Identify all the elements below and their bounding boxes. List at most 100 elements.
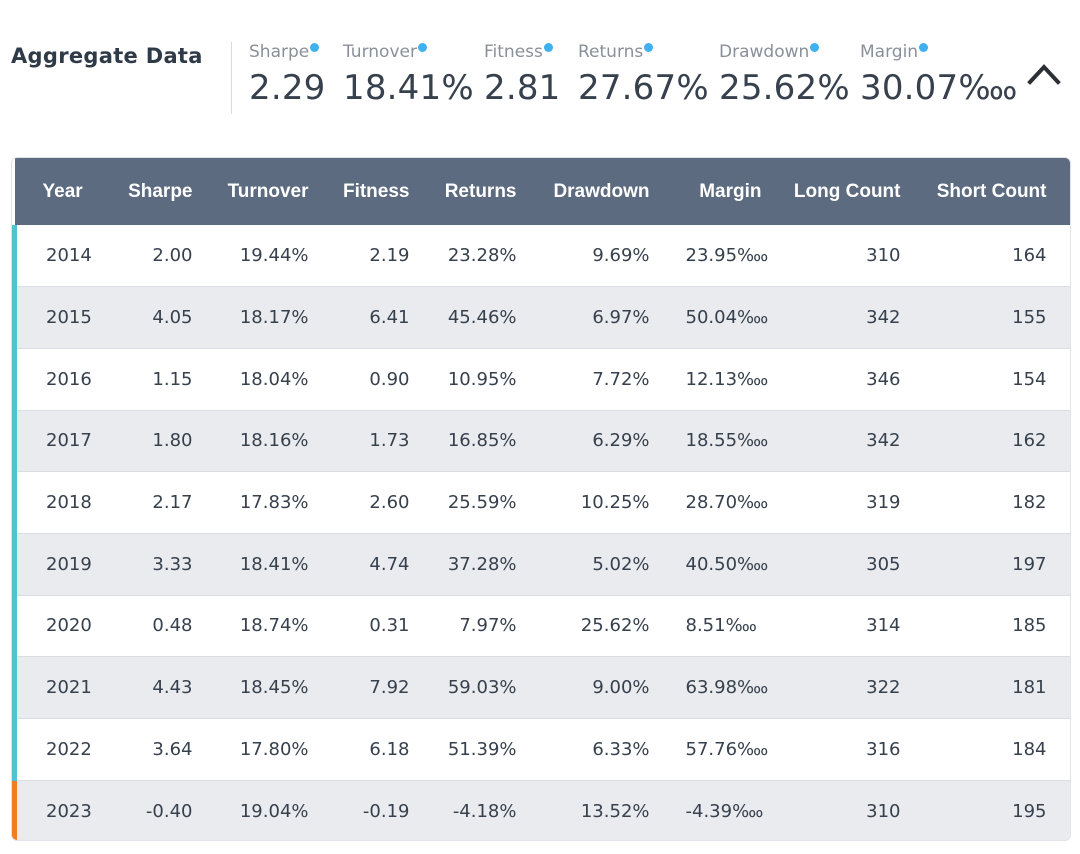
- cell-fitness: -0.19: [362, 800, 410, 822]
- cell-sharpe: 1.80: [152, 430, 193, 452]
- cell-returns: 10.95%: [447, 368, 517, 390]
- cell-fitness: 6.41: [369, 307, 410, 329]
- metric-turnover-value: 18.41%: [343, 68, 474, 108]
- table-row: 2021 4.43 18.45% 7.92 59.03% 9.00% 63.98‱ 322 18…: [12, 656, 1070, 719]
- cell-sharpe: 3.64: [152, 738, 193, 760]
- cell-short-count: 155: [1012, 307, 1047, 329]
- info-dot-icon[interactable]: [543, 43, 553, 52]
- table-row: 2022 3.64 17.80% 6.18 51.39% 6.33% 57.76‱ 316 18…: [12, 718, 1070, 781]
- yearly-stats-table: Year Sharpe Turnover Fitness Returns Dra…: [11, 157, 1071, 841]
- metric-returns-value: 27.67%: [578, 68, 709, 108]
- column-header-long-count[interactable]: Long Count: [793, 180, 901, 202]
- info-dot-icon[interactable]: [310, 43, 320, 52]
- table-row: 2019 3.33 18.41% 4.74 37.28% 5.02% 40.50‱ 305 19…: [12, 533, 1070, 596]
- column-header-turnover[interactable]: Turnover: [227, 180, 309, 202]
- cell-fitness: 1.73: [369, 430, 410, 452]
- cell-drawdown: 5.02%: [592, 553, 650, 575]
- cell-returns: 16.85%: [447, 430, 517, 452]
- cell-turnover: 17.80%: [239, 738, 309, 760]
- table-row: 2018 2.17 17.83% 2.60 25.59% 10.25% 28.70‱ 319 1…: [12, 471, 1070, 534]
- cell-turnover: 18.41%: [239, 553, 309, 575]
- aggregate-data-header: Aggregate Data Sharpe 2.29 Turnover 18.4…: [0, 0, 1080, 130]
- table-row: 2016 1.15 18.04% 0.90 10.95% 7.72% 12.13‱ 346 15…: [12, 348, 1070, 411]
- cell-margin: 8.51‱: [685, 615, 757, 637]
- cell-long-count: 342: [866, 430, 901, 452]
- cell-year: 2015: [12, 286, 115, 349]
- cell-returns: 51.39%: [447, 738, 517, 760]
- cell-sharpe: 2.00: [152, 245, 193, 267]
- cell-margin: 50.04‱: [685, 307, 769, 329]
- info-dot-icon[interactable]: [919, 43, 929, 52]
- cell-drawdown: 6.33%: [592, 738, 650, 760]
- cell-year: 2019: [12, 533, 115, 596]
- metric-fitness-value: 2.81: [484, 68, 561, 108]
- cell-margin: 18.55‱: [685, 430, 769, 452]
- cell-year: 2016: [12, 348, 115, 411]
- table-row: 2023 -0.40 19.04% -0.19 -4.18% 13.52% -4.39‱ 31…: [12, 780, 1070, 840]
- cell-margin: 57.76‱: [685, 738, 769, 760]
- table-row: 2020 0.48 18.74% 0.31 7.97% 25.62% 8.51‱ 314 185: [12, 595, 1070, 657]
- cell-turnover: 19.44%: [239, 245, 309, 267]
- aggregate-data-title: Aggregate Data: [11, 44, 203, 68]
- cell-fitness: 2.60: [369, 492, 410, 514]
- cell-short-count: 195: [1012, 800, 1047, 822]
- cell-year: 2014: [12, 225, 115, 287]
- cell-fitness: 6.18: [369, 738, 410, 760]
- metric-margin-label: Margin: [860, 42, 929, 62]
- cell-year: 2023: [12, 780, 115, 840]
- cell-long-count: 310: [866, 800, 901, 822]
- cell-margin: 23.95‱: [685, 245, 769, 267]
- table-body: 2014 2.00 19.44% 2.19 23.28% 9.69% 23.95‱ 310 16…: [12, 225, 1070, 840]
- column-header-fitness[interactable]: Fitness: [342, 180, 410, 202]
- cell-turnover: 18.04%: [239, 368, 309, 390]
- cell-fitness: 0.31: [369, 615, 410, 637]
- column-header-returns[interactable]: Returns: [444, 180, 517, 202]
- info-dot-icon[interactable]: [644, 43, 654, 52]
- chevron-up-icon[interactable]: [1024, 58, 1064, 90]
- metric-drawdown-label: Drawdown: [719, 42, 820, 62]
- cell-margin: 63.98‱: [685, 677, 769, 699]
- column-header-drawdown[interactable]: Drawdown: [553, 180, 650, 202]
- cell-margin: 12.13‱: [685, 368, 769, 390]
- cell-short-count: 182: [1012, 492, 1047, 514]
- cell-turnover: 18.16%: [239, 430, 309, 452]
- cell-fitness: 4.74: [369, 553, 410, 575]
- cell-sharpe: 0.48: [152, 615, 193, 637]
- cell-fitness: 0.90: [369, 368, 410, 390]
- cell-turnover: 18.74%: [239, 615, 309, 637]
- metric-turnover-label: Turnover: [343, 42, 427, 62]
- info-dot-icon[interactable]: [417, 43, 427, 52]
- cell-returns: 7.97%: [459, 615, 517, 637]
- cell-turnover: 19.04%: [239, 800, 309, 822]
- column-header-margin[interactable]: Margin: [699, 180, 762, 202]
- metric-turnover: Turnover 18.41%: [343, 42, 474, 108]
- cell-sharpe: -0.40: [145, 800, 193, 822]
- column-header-short-count[interactable]: Short Count: [936, 180, 1047, 202]
- cell-returns: 37.28%: [447, 553, 517, 575]
- cell-long-count: 305: [866, 553, 901, 575]
- cell-year: 2017: [12, 410, 115, 472]
- cell-long-count: 319: [866, 492, 901, 514]
- cell-fitness: 2.19: [369, 245, 410, 267]
- cell-drawdown: 6.97%: [592, 307, 650, 329]
- cell-sharpe: 3.33: [152, 553, 193, 575]
- cell-long-count: 310: [866, 245, 901, 267]
- metric-sharpe-value: 2.29: [249, 68, 326, 108]
- cell-long-count: 342: [866, 307, 901, 329]
- cell-short-count: 164: [1012, 245, 1047, 267]
- cell-drawdown: 9.00%: [592, 677, 650, 699]
- collapse-button[interactable]: [1024, 58, 1064, 90]
- table-header-row: Year Sharpe Turnover Fitness Returns Dra…: [14, 158, 1070, 225]
- cell-fitness: 7.92: [369, 677, 410, 699]
- metric-drawdown-value: 25.62%: [719, 68, 850, 108]
- cell-returns: 59.03%: [447, 677, 517, 699]
- cell-drawdown: 25.62%: [580, 615, 650, 637]
- column-header-year[interactable]: Year: [42, 180, 83, 202]
- metric-margin: Margin 30.07‱: [860, 42, 1018, 108]
- info-dot-icon[interactable]: [810, 43, 820, 52]
- cell-drawdown: 9.69%: [592, 245, 650, 267]
- column-header-sharpe[interactable]: Sharpe: [128, 180, 193, 202]
- table-row: 2014 2.00 19.44% 2.19 23.28% 9.69% 23.95‱ 310 16…: [12, 225, 1070, 287]
- cell-year: 2018: [12, 471, 115, 534]
- table-row: 2017 1.80 18.16% 1.73 16.85% 6.29% 18.55‱ 342 16…: [12, 410, 1070, 472]
